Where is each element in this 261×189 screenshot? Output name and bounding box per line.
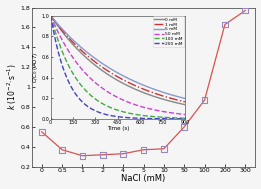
X-axis label: NaCl (mM): NaCl (mM) xyxy=(121,174,166,184)
Y-axis label: $k$ (10$^{-2}$·s$^{-1}$): $k$ (10$^{-2}$·s$^{-1}$) xyxy=(5,64,19,110)
Point xyxy=(101,153,105,156)
Point xyxy=(243,9,247,12)
Point xyxy=(40,130,44,133)
Point xyxy=(80,154,85,157)
Point xyxy=(121,152,125,155)
Point xyxy=(60,148,64,151)
Point xyxy=(182,125,186,128)
Point xyxy=(203,98,207,101)
Point xyxy=(141,148,146,151)
Point xyxy=(162,147,166,150)
Point xyxy=(223,23,227,26)
